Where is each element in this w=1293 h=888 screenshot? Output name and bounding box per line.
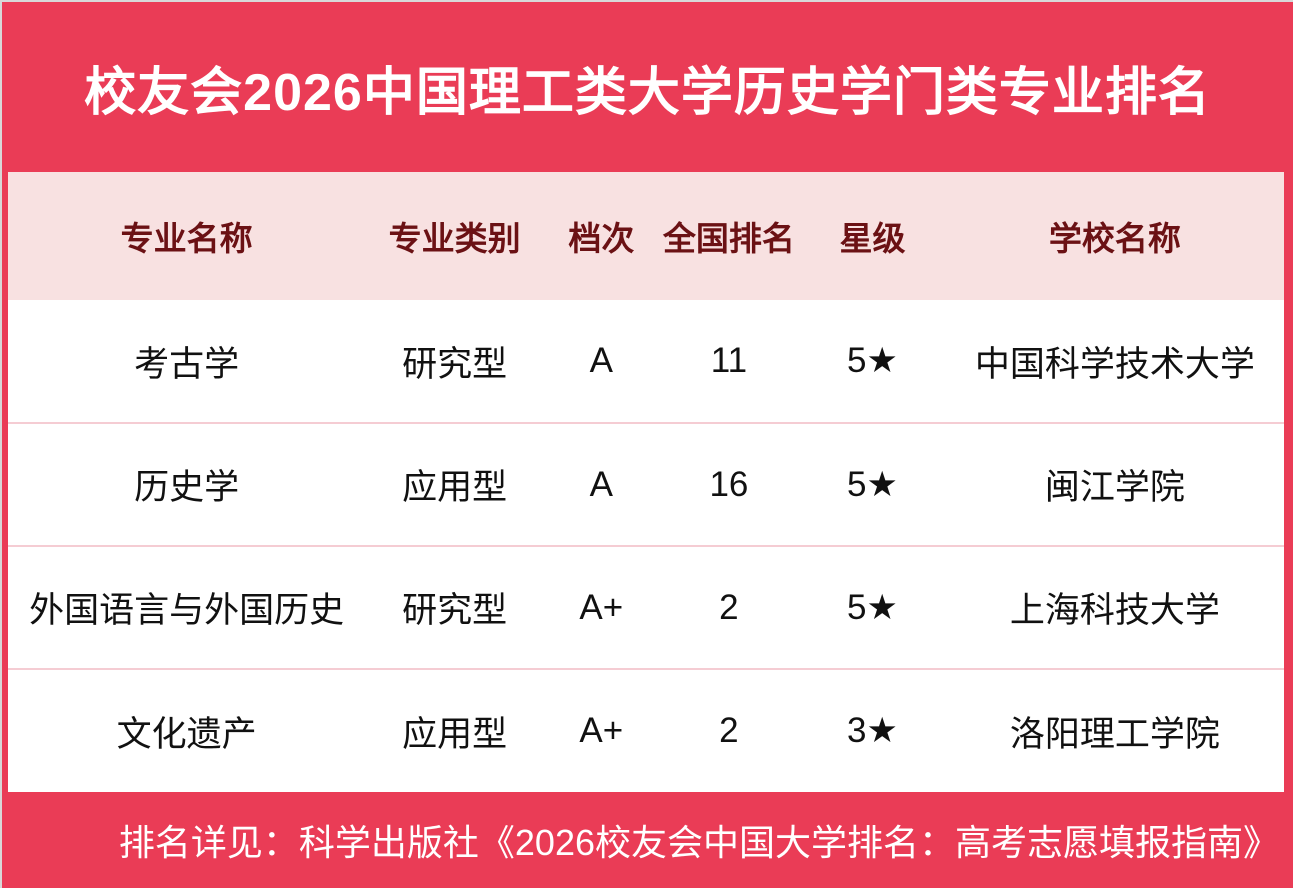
- column-header-grade: 档次: [543, 172, 659, 300]
- cell-rank: 2: [658, 545, 800, 669]
- cell-grade: A: [543, 300, 659, 423]
- cell-category: 应用型: [365, 668, 544, 792]
- table-row: 考古学 研究型 A 11 5★ 中国科学技术大学: [8, 300, 1284, 423]
- cell-rank: 11: [658, 300, 800, 423]
- column-header-school: 学校名称: [945, 172, 1284, 300]
- cell-major: 外国语言与外国历史: [8, 545, 366, 669]
- table-row: 文化遗产 应用型 A+ 2 3★ 洛阳理工学院: [8, 668, 1284, 792]
- cell-school: 闽江学院: [945, 422, 1284, 546]
- column-header-star: 星级: [799, 172, 946, 300]
- page-title: 校友会2026中国理工类大学历史学门类专业排名: [84, 63, 1211, 122]
- cell-star: 5★: [799, 545, 946, 669]
- table-row: 外国语言与外国历史 研究型 A+ 2 5★ 上海科技大学: [8, 545, 1284, 669]
- cell-grade: A+: [543, 668, 659, 792]
- cell-major: 考古学: [8, 300, 366, 423]
- column-header-major: 专业名称: [8, 172, 366, 300]
- cell-school: 洛阳理工学院: [945, 668, 1284, 792]
- footer-band: 排名详见：科学出版社《2026校友会中国大学排名：高考志愿填报指南》: [2, 792, 1293, 888]
- cell-major: 历史学: [8, 422, 366, 546]
- cell-star: 5★: [799, 422, 946, 546]
- table-header-row: 专业名称 专业类别 档次 全国排名 星级 学校名称: [8, 172, 1284, 300]
- cell-star: 3★: [799, 668, 946, 792]
- column-header-rank: 全国排名: [658, 172, 800, 300]
- cell-rank: 16: [658, 422, 800, 546]
- title-band: 校友会2026中国理工类大学历史学门类专业排名: [2, 2, 1293, 172]
- cell-category: 应用型: [365, 422, 544, 546]
- table-row: 历史学 应用型 A 16 5★ 闽江学院: [8, 422, 1284, 546]
- cell-school: 中国科学技术大学: [945, 300, 1284, 423]
- column-header-category: 专业类别: [365, 172, 544, 300]
- cell-star: 5★: [799, 300, 946, 423]
- cell-category: 研究型: [365, 300, 544, 423]
- cell-grade: A: [543, 422, 659, 546]
- ranking-table: 专业名称 专业类别 档次 全国排名 星级 学校名称 考古学 研究型 A 11 5…: [8, 172, 1284, 792]
- cell-rank: 2: [658, 668, 800, 792]
- cell-category: 研究型: [365, 545, 544, 669]
- footer-note: 排名详见：科学出版社《2026校友会中国大学排名：高考志愿填报指南》: [118, 822, 1279, 863]
- cell-major: 文化遗产: [8, 668, 366, 792]
- cell-school: 上海科技大学: [945, 545, 1284, 669]
- cell-grade: A+: [543, 545, 659, 669]
- ranking-table-card: 专业名称 专业类别 档次 全国排名 星级 学校名称 考古学 研究型 A 11 5…: [8, 172, 1284, 792]
